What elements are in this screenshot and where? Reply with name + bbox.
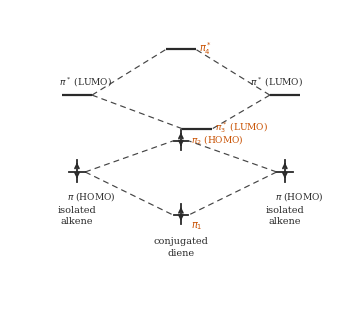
Text: $\pi^*$ (LUMO): $\pi^*$ (LUMO) — [250, 76, 303, 89]
Text: $\pi$ (HOMO): $\pi$ (HOMO) — [275, 190, 324, 203]
Text: $\pi$ (HOMO): $\pi$ (HOMO) — [67, 190, 116, 203]
Text: $\pi_1$: $\pi_1$ — [191, 220, 203, 232]
Text: isolated
alkene: isolated alkene — [265, 206, 304, 227]
Text: $\pi_3^*$ (LUMO): $\pi_3^*$ (LUMO) — [215, 120, 268, 135]
Text: $\pi_4^*$: $\pi_4^*$ — [199, 40, 211, 57]
Text: $\pi^*$ (LUMO): $\pi^*$ (LUMO) — [59, 76, 112, 89]
Text: isolated
alkene: isolated alkene — [58, 206, 96, 227]
Text: $\pi_2$ (HOMO): $\pi_2$ (HOMO) — [191, 133, 244, 146]
Text: conjugated
diene: conjugated diene — [154, 237, 208, 258]
